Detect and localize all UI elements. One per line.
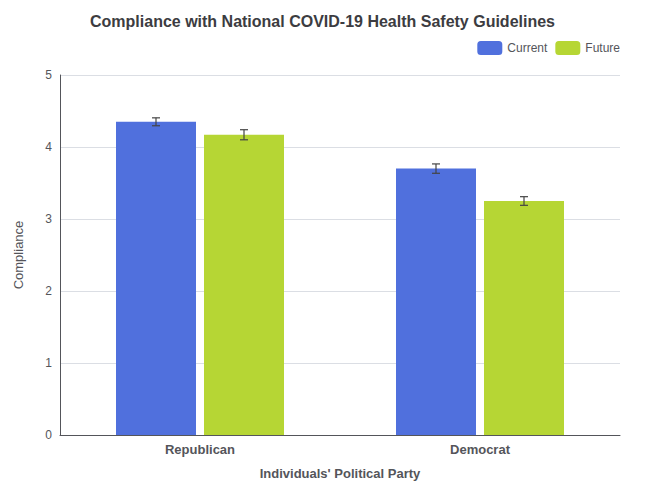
svg-text:5: 5 — [45, 68, 52, 82]
svg-text:2: 2 — [45, 284, 52, 298]
svg-text:Current: Current — [507, 41, 548, 55]
svg-text:Republican: Republican — [165, 442, 235, 457]
svg-text:3: 3 — [45, 212, 52, 226]
svg-text:0: 0 — [45, 428, 52, 442]
svg-text:1: 1 — [45, 356, 52, 370]
svg-text:Democrat: Democrat — [450, 442, 511, 457]
svg-text:4: 4 — [45, 140, 52, 154]
svg-text:Compliance: Compliance — [11, 221, 26, 290]
svg-text:Compliance with National COVID: Compliance with National COVID-19 Health… — [90, 13, 555, 30]
svg-text:Individuals' Political Party: Individuals' Political Party — [260, 466, 421, 481]
svg-text:Future: Future — [585, 41, 620, 55]
